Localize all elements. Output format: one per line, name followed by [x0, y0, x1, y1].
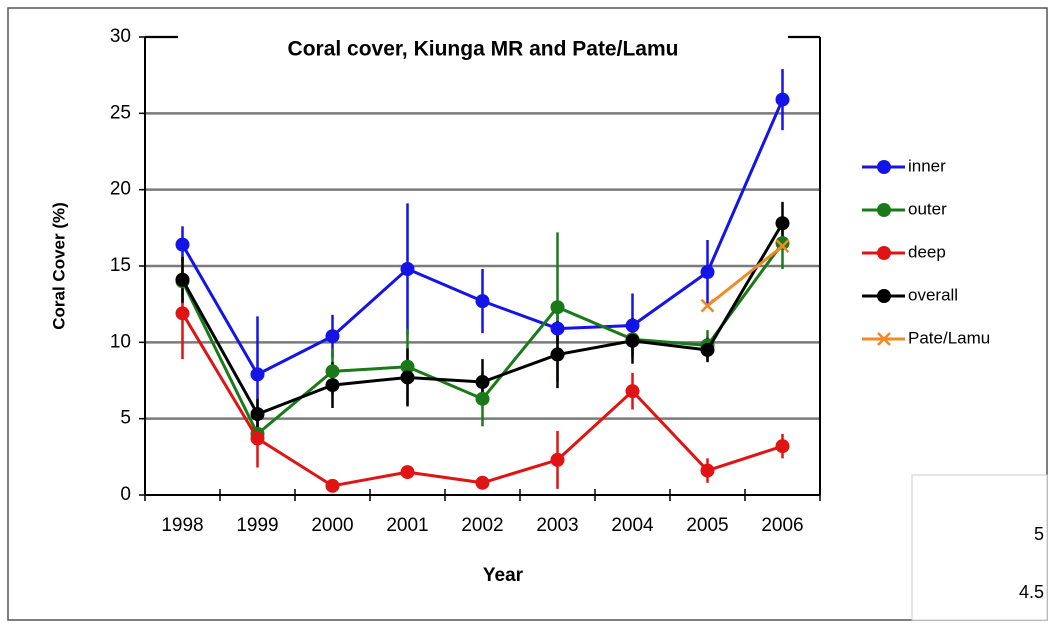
- y-tick-label: 10: [110, 331, 131, 352]
- data-point: [175, 306, 190, 321]
- data-point: [475, 391, 490, 406]
- data-point: [625, 333, 640, 348]
- data-point: [775, 92, 790, 107]
- data-point: [325, 478, 340, 493]
- y-tick-label: 5: [120, 408, 131, 429]
- data-point: [475, 375, 490, 390]
- data-point: [175, 237, 190, 252]
- x-tick-label: 2004: [611, 515, 654, 536]
- legend-label: inner: [908, 156, 946, 175]
- x-tick-label: 2000: [311, 515, 353, 536]
- x-tick-label: 2003: [536, 515, 578, 536]
- data-point: [475, 294, 490, 309]
- x-axis-label: Year: [483, 565, 524, 586]
- y-axis-label: Coral Cover (%): [49, 202, 68, 330]
- y-tick-label: 30: [110, 26, 131, 47]
- data-point: [625, 318, 640, 333]
- legend-label: Pate/Lamu: [908, 328, 990, 347]
- legend-marker: [877, 289, 891, 303]
- data-point: [775, 439, 790, 454]
- x-tick-label: 2001: [386, 515, 428, 536]
- data-point: [250, 407, 265, 422]
- data-point: [550, 321, 565, 336]
- chart-title: Coral cover, Kiunga MR and Pate/Lamu: [288, 38, 679, 61]
- data-point: [700, 298, 715, 313]
- fragment-label: 5: [1034, 524, 1044, 544]
- data-point: [700, 265, 715, 280]
- data-point: [775, 216, 790, 231]
- legend-marker: [877, 203, 891, 217]
- legend-label: outer: [908, 199, 947, 218]
- x-tick-label: 1999: [236, 515, 278, 536]
- data-point: [775, 236, 790, 251]
- y-tick-label: 20: [110, 179, 131, 200]
- data-point: [325, 329, 340, 344]
- legend-marker: [877, 160, 891, 174]
- data-point: [700, 342, 715, 357]
- data-point: [400, 262, 415, 277]
- legend-marker: [877, 246, 891, 260]
- data-point: [325, 378, 340, 393]
- x-tick-label: 2005: [686, 515, 728, 536]
- data-point: [400, 465, 415, 480]
- data-point: [700, 463, 715, 478]
- data-point: [625, 384, 640, 399]
- legend-label: deep: [908, 242, 946, 261]
- x-tick-label: 1998: [161, 515, 203, 536]
- data-point: [250, 367, 265, 382]
- x-tick-label: 2002: [461, 515, 503, 536]
- title-background: [178, 33, 788, 67]
- data-point: [325, 364, 340, 379]
- data-point: [775, 239, 790, 254]
- data-point: [475, 475, 490, 490]
- x-tick-label: 2006: [761, 515, 803, 536]
- data-point: [400, 359, 415, 374]
- data-point: [400, 370, 415, 385]
- data-point: [550, 452, 565, 467]
- data-point: [250, 431, 265, 446]
- y-tick-label: 25: [110, 102, 131, 123]
- data-point: [175, 272, 190, 287]
- fragment-label: 4.5: [1019, 582, 1044, 602]
- data-point: [550, 347, 565, 362]
- y-tick-label: 15: [110, 255, 131, 276]
- legend-label: overall: [908, 285, 958, 304]
- data-point: [550, 300, 565, 315]
- legend-marker: [877, 332, 891, 346]
- series-line: [706, 244, 784, 307]
- other-chart-fragment: [911, 474, 1048, 621]
- y-tick-label: 0: [120, 484, 131, 505]
